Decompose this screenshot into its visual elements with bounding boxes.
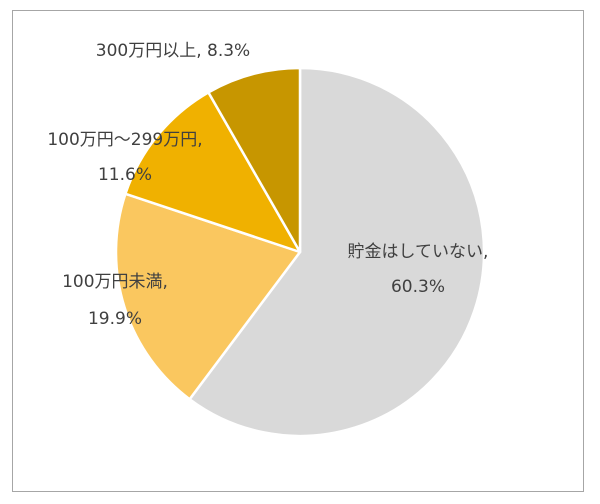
slice-label-100-299-value: 11.6% xyxy=(98,165,152,185)
slice-label-300-plus: 300万円以上, 8.3% xyxy=(96,41,250,61)
slice-label-no-savings-value: 60.3% xyxy=(391,277,445,297)
pie-slice-300-plus xyxy=(207,66,302,254)
pie-slices xyxy=(114,66,486,438)
pie-slice-100-299 xyxy=(124,91,302,254)
slice-label-no-savings-name: 貯金はしていない, xyxy=(348,242,489,262)
slice-label-under-100-value: 19.9% xyxy=(88,309,142,329)
slice-label-100-299-name: 100万円～299万円, xyxy=(47,130,202,150)
pie-slice-under-100 xyxy=(114,192,302,401)
pie-slice-no-savings xyxy=(188,66,486,438)
slice-label-under-100-name: 100万円未満, xyxy=(62,272,168,292)
